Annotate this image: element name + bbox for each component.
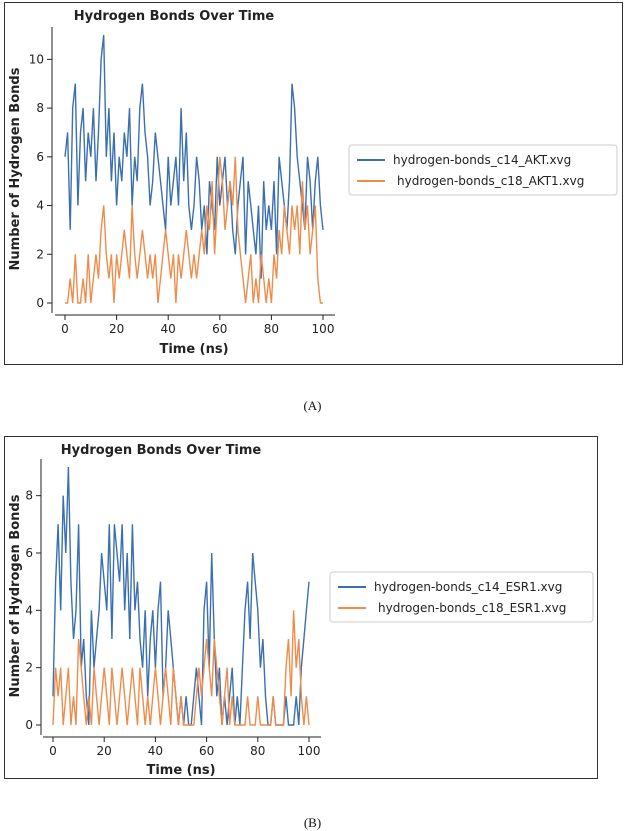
x-tick-label: 0 (61, 322, 69, 336)
y-tick-label: 2 (25, 661, 33, 675)
x-axis-label: Time (ns) (159, 342, 228, 357)
y-tick-label: 0 (25, 718, 33, 732)
chart-title: Hydrogen Bonds Over Time (74, 9, 275, 24)
y-axis-label: Number of Hydrogen Bonds (8, 67, 23, 270)
legend-label: hydrogen-bonds_c18_ESR1.xvg (378, 601, 566, 615)
x-tick-label: 60 (199, 744, 214, 758)
chart-panel-b: Hydrogen Bonds Over Time 0 2 4 6 8 0 20 40 60 80 10… (4, 436, 598, 779)
y-axis-label: Number of Hydrogen Bonds (8, 494, 23, 697)
chart-title: Hydrogen Bonds Over Time (61, 443, 262, 458)
y-tick-label: 4 (36, 199, 44, 213)
x-tick-label: 40 (161, 322, 176, 336)
y-tick-label: 8 (36, 101, 44, 115)
x-axis-label: Time (ns) (146, 763, 215, 778)
y-tick-label: 2 (36, 247, 44, 261)
legend: hydrogen-bonds_c14_ESR1.xvg hydrogen-bond… (329, 571, 594, 623)
legend: hydrogen-bonds_c14_AKT.xvg hydrogen-bonds… (348, 144, 618, 196)
caption-b: (B) (303, 815, 322, 830)
legend-label: hydrogen-bonds_c14_AKT.xvg (393, 153, 571, 167)
x-tick-label: 0 (49, 744, 57, 758)
x-tick-label: 80 (264, 322, 279, 336)
y-tick-label: 8 (25, 489, 33, 503)
y-tick-label: 0 (36, 296, 44, 310)
x-tick-label: 20 (109, 322, 124, 336)
series-line-c14 (64, 34, 324, 279)
series-line-c18 (52, 610, 310, 726)
y-tick-label: 6 (36, 150, 44, 164)
y-tick-label: 10 (29, 52, 44, 66)
chart-panel-a: Hydrogen Bonds Over Time 0 2 4 6 8 10 0 20 40 60 80… (4, 2, 623, 365)
series-line-c14 (52, 466, 310, 726)
x-tick-label: 20 (97, 744, 112, 758)
y-tick-label: 4 (25, 603, 33, 617)
legend-label: hydrogen-bonds_c18_AKT1.xvg (397, 174, 584, 188)
x-tick-label: 100 (312, 322, 335, 336)
legend-box (329, 571, 594, 623)
x-tick-label: 100 (298, 744, 321, 758)
x-tick-label: 40 (148, 744, 163, 758)
x-tick-label: 60 (212, 322, 227, 336)
caption-a: (A) (303, 398, 322, 413)
series-line-c18 (65, 156, 323, 304)
legend-label: hydrogen-bonds_c14_ESR1.xvg (374, 580, 562, 594)
x-tick-label: 80 (250, 744, 265, 758)
y-tick-label: 6 (25, 546, 33, 560)
legend-box (348, 144, 618, 196)
